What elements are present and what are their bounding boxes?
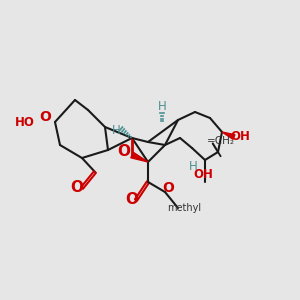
Text: O: O [118, 145, 130, 160]
Text: O: O [162, 181, 174, 195]
Text: O: O [70, 181, 83, 196]
Text: H: H [158, 100, 166, 112]
Polygon shape [131, 152, 148, 162]
Text: methyl: methyl [167, 203, 201, 213]
Text: O: O [39, 110, 51, 124]
Text: OH: OH [230, 130, 250, 143]
Text: H: H [189, 160, 197, 172]
Text: O: O [125, 193, 139, 208]
Text: H: H [112, 124, 120, 136]
Polygon shape [222, 132, 235, 139]
Text: =CH₂: =CH₂ [207, 136, 235, 146]
Text: OH: OH [193, 167, 213, 181]
Text: HO: HO [15, 116, 35, 128]
